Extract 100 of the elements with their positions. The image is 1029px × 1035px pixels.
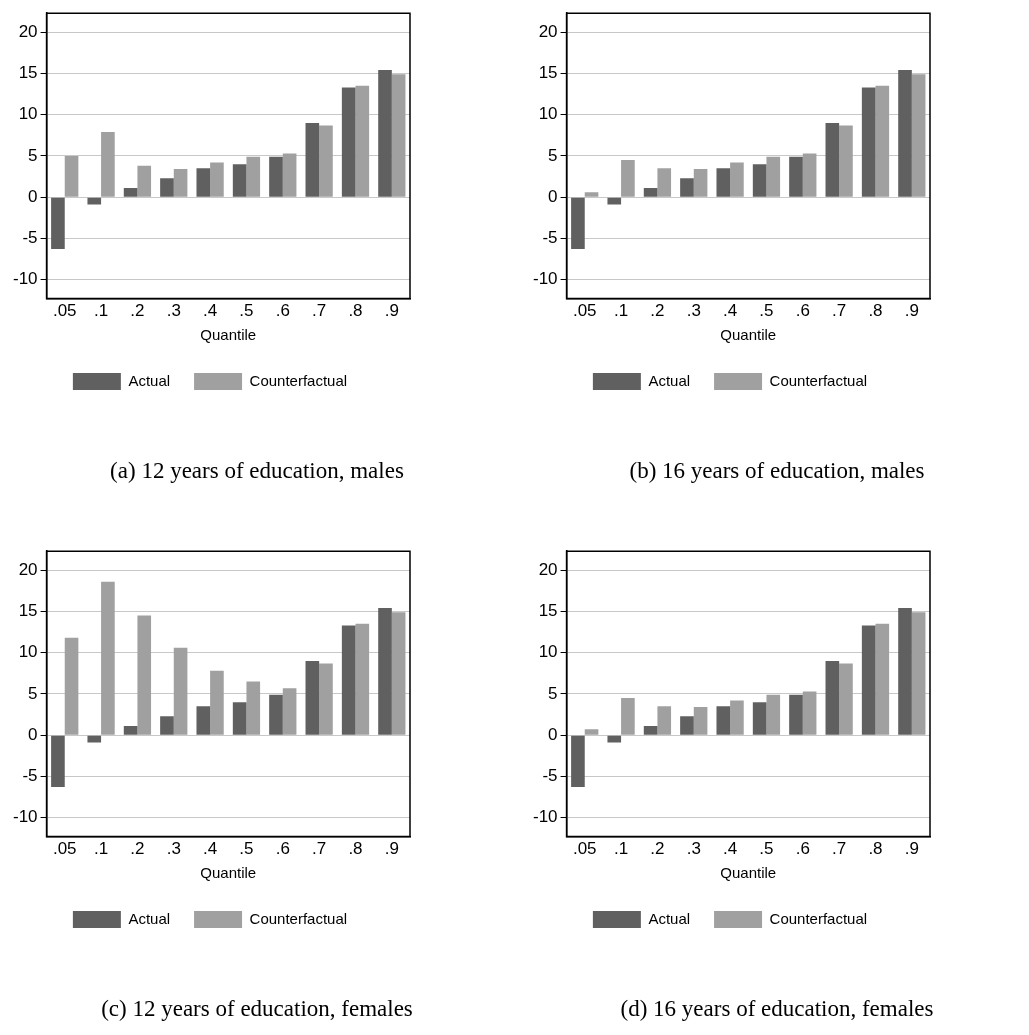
bar <box>210 670 224 735</box>
bar <box>716 168 731 197</box>
bar <box>643 726 658 735</box>
bar <box>123 726 138 735</box>
legend-label: Counterfactual <box>249 371 348 389</box>
x-tick-label: .4 <box>203 301 218 321</box>
bar <box>319 663 333 735</box>
bar <box>378 70 392 197</box>
bar <box>282 688 297 735</box>
x-tick-label: .2 <box>130 301 145 321</box>
x-axis-title: Quantile <box>200 864 257 882</box>
bar <box>571 197 585 250</box>
x-tick-label: .7 <box>312 839 327 859</box>
bar <box>789 156 803 197</box>
x-tick-label: .7 <box>832 839 847 859</box>
bar <box>693 169 708 197</box>
x-tick-label: .5 <box>759 301 774 321</box>
y-tick-label: -5 <box>22 228 38 248</box>
bar <box>643 188 658 197</box>
x-tick-label: .8 <box>868 301 883 321</box>
text: (d) 16 years of education, females <box>619 996 935 1022</box>
bar <box>752 702 767 735</box>
y-tick-label: 10 <box>538 642 558 662</box>
bar <box>861 625 876 735</box>
y-tick-label: 20 <box>18 559 38 579</box>
x-tick-label: .5 <box>759 839 774 859</box>
bar <box>898 608 912 735</box>
y-tick-label: -5 <box>542 228 558 248</box>
y-tick-label: 15 <box>538 601 558 621</box>
y-tick-label: 20 <box>18 21 38 41</box>
y-tick-label: -10 <box>532 269 558 289</box>
bar <box>51 735 65 788</box>
bar <box>391 74 406 197</box>
bar <box>730 162 744 197</box>
bar <box>839 663 853 735</box>
bar <box>269 156 283 197</box>
y-tick-label: 15 <box>18 601 38 621</box>
x-tick-label: .8 <box>868 839 883 859</box>
bar <box>87 735 102 743</box>
bar <box>571 735 585 788</box>
x-tick-label: .1 <box>93 839 109 859</box>
bar <box>391 612 406 735</box>
bar <box>341 625 356 735</box>
bar <box>911 74 926 197</box>
legend-label: Counterfactual <box>769 909 868 927</box>
bar <box>378 608 392 735</box>
bar <box>64 637 79 735</box>
y-tick-label: 20 <box>538 21 558 41</box>
x-tick-label: .3 <box>166 839 181 859</box>
bar <box>693 707 708 735</box>
y-tick-label: 15 <box>18 63 38 83</box>
bar <box>123 188 138 197</box>
bar <box>355 85 370 197</box>
bar <box>875 85 890 197</box>
x-tick-label: .7 <box>312 301 327 321</box>
x-tick-label: .5 <box>239 301 254 321</box>
y-tick-label: 0 <box>548 724 558 744</box>
bar <box>319 125 333 197</box>
y-tick-label: 5 <box>28 683 38 703</box>
x-tick-label: .4 <box>203 839 218 859</box>
legend-label: Actual <box>128 371 171 389</box>
bar <box>839 125 853 197</box>
bar <box>680 178 694 197</box>
legend-label: Actual <box>128 909 171 927</box>
x-tick-label: .2 <box>130 839 145 859</box>
x-axis-title: Quantile <box>200 326 257 344</box>
bar <box>825 122 840 197</box>
y-tick-label: 0 <box>28 724 38 744</box>
x-tick-label: .2 <box>650 301 665 321</box>
bar <box>355 623 370 735</box>
y-tick-label: 0 <box>28 186 38 206</box>
legend-label: Counterfactual <box>769 371 868 389</box>
x-tick-label: .1 <box>613 301 629 321</box>
x-tick-label: .6 <box>275 301 290 321</box>
y-tick-label: -10 <box>532 807 558 827</box>
x-tick-label: .05 <box>572 301 597 321</box>
x-tick-label: .5 <box>239 839 254 859</box>
bar <box>657 168 672 197</box>
bar <box>160 178 174 197</box>
bar <box>160 716 174 735</box>
bar <box>825 660 840 735</box>
bar <box>766 694 781 735</box>
y-tick-label: 5 <box>548 145 558 165</box>
text: (a) 12 years of education, males <box>109 458 405 484</box>
bar <box>196 168 211 197</box>
bar <box>730 700 744 735</box>
bar <box>173 169 188 197</box>
x-tick-label: .6 <box>795 839 810 859</box>
legend-label: Actual <box>648 371 691 389</box>
bar <box>210 162 224 197</box>
x-axis-title: Quantile <box>720 326 777 344</box>
y-tick-label: -10 <box>12 269 38 289</box>
legend-label: Actual <box>648 909 691 927</box>
x-tick-label: .9 <box>384 839 399 859</box>
bar <box>680 716 694 735</box>
bar <box>51 197 65 250</box>
bar <box>802 691 817 735</box>
bar <box>716 706 731 735</box>
bar <box>282 153 297 197</box>
x-tick-label: .1 <box>613 839 629 859</box>
